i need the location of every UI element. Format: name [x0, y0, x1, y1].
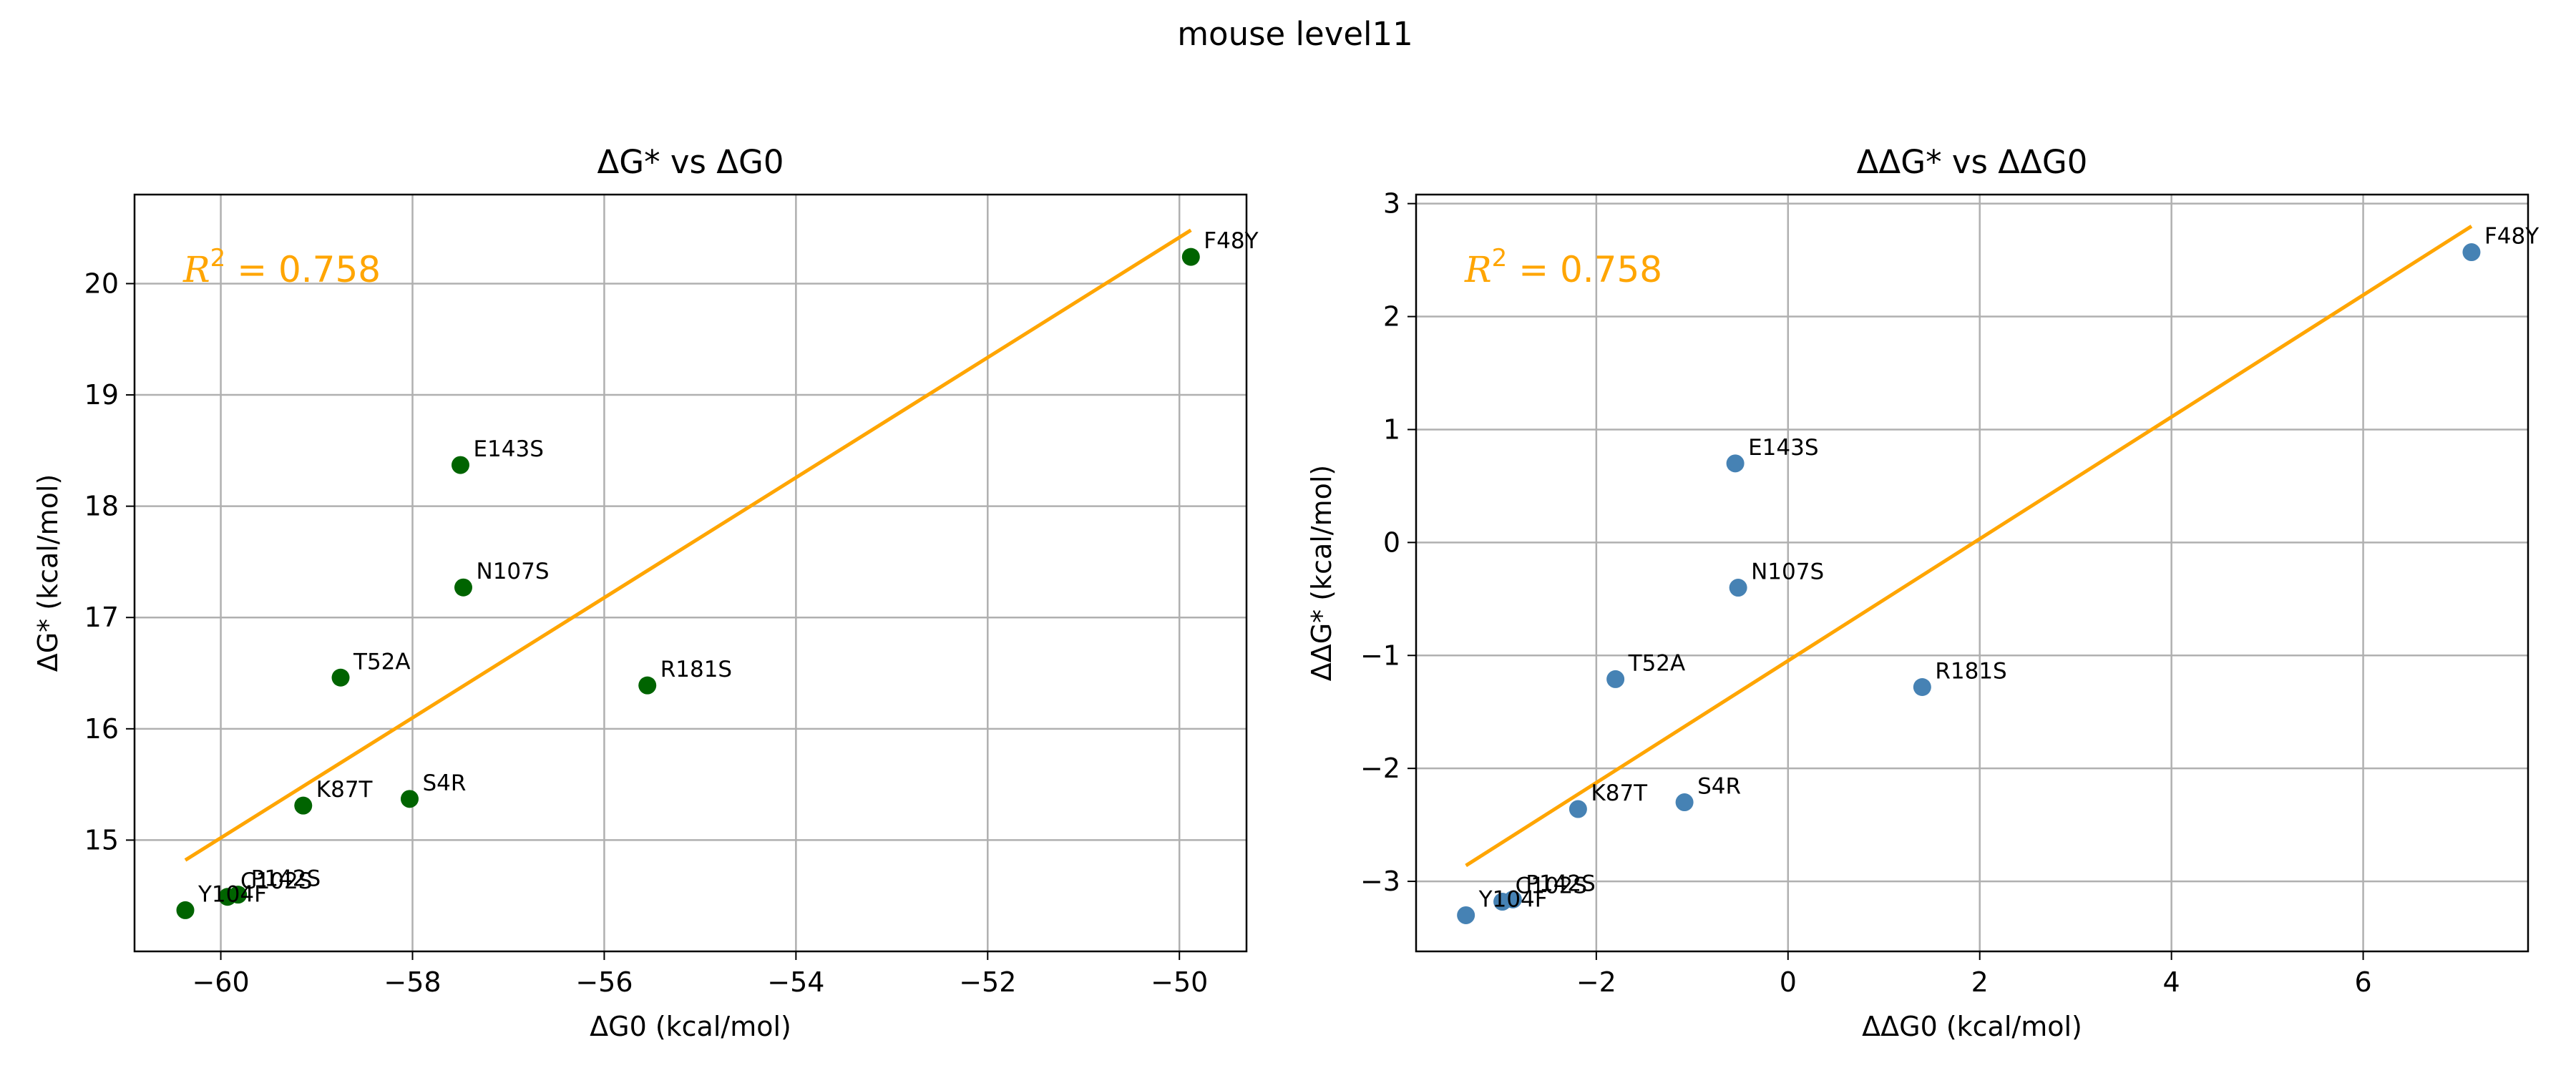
x-tick-label: −60 — [192, 966, 249, 998]
point-label: T52A — [1628, 650, 1686, 676]
data-point — [1493, 893, 1512, 911]
x-tick-label: −56 — [575, 966, 633, 998]
point-label: C102S — [240, 868, 313, 894]
x-tick-label: −52 — [959, 966, 1016, 998]
subplot-title: ΔG* vs ΔG0 — [597, 143, 784, 181]
fit-line — [184, 228, 1192, 862]
data-point — [1729, 579, 1747, 597]
x-tick-label: −54 — [767, 966, 824, 998]
x-tick-label: 4 — [2163, 966, 2180, 998]
data-point — [400, 790, 419, 808]
r-power: 2 — [210, 244, 226, 273]
data-point — [1181, 248, 1200, 266]
r-squared-annotation: R2 = 0.758 — [1464, 244, 1662, 290]
y-tick-label: −3 — [1360, 866, 1400, 897]
y-tick-label: 19 — [84, 379, 119, 411]
y-tick-label: 20 — [84, 268, 119, 299]
y-tick-label: 3 — [1383, 188, 1400, 220]
point-label: Y104F — [1478, 886, 1548, 912]
data-point — [176, 901, 195, 919]
data-point — [1568, 800, 1587, 818]
x-axis-label: ΔG0 (kcal/mol) — [590, 1011, 791, 1042]
data-point — [331, 668, 350, 687]
x-tick-label: −50 — [1151, 966, 1208, 998]
data-point — [218, 888, 237, 906]
r-power: 2 — [1492, 244, 1508, 273]
point-label: K87T — [1591, 780, 1648, 806]
point-label: K87T — [316, 777, 374, 803]
r-value: = 0.758 — [225, 249, 381, 290]
y-tick-label: 17 — [84, 602, 119, 633]
point-label: P142S — [251, 866, 321, 892]
y-axis-label: ΔΔG* (kcal/mol) — [1306, 465, 1337, 682]
data-point — [451, 456, 469, 474]
r-symbol: R — [1464, 249, 1492, 290]
point-label: S4R — [1697, 774, 1741, 800]
subplot-title: ΔΔG* vs ΔΔG0 — [1857, 143, 2088, 181]
x-tick-label: 6 — [2354, 966, 2371, 998]
data-point — [294, 796, 313, 815]
point-label: Y104F — [197, 881, 267, 907]
point-label: C102S — [1516, 873, 1588, 899]
x-tick-label: 0 — [1780, 966, 1797, 998]
y-tick-label: 2 — [1383, 301, 1400, 333]
point-label: E143S — [1748, 435, 1818, 461]
x-tick-label: −2 — [1576, 966, 1616, 998]
plot-frame — [1415, 193, 2529, 953]
y-tick-label: 16 — [84, 713, 119, 745]
fit-line — [1465, 225, 2473, 868]
point-label: P142S — [1526, 871, 1596, 896]
x-tick-label: −58 — [384, 966, 441, 998]
y-tick-label: −1 — [1360, 640, 1400, 671]
point-label: F48Y — [2484, 224, 2539, 250]
r-symbol: R — [182, 249, 210, 290]
data-point — [1457, 906, 1475, 924]
data-point — [454, 578, 473, 597]
data-point — [1726, 454, 1745, 473]
point-label: T52A — [353, 649, 411, 675]
point-label: R181S — [660, 657, 732, 682]
point-label: N107S — [1751, 559, 1824, 585]
data-point — [2462, 243, 2481, 262]
figure-suptitle: mouse level11 — [1177, 15, 1413, 53]
point-label: F48Y — [1204, 228, 1258, 254]
data-point — [1606, 670, 1625, 688]
point-label: E143S — [473, 436, 543, 462]
y-tick-label: 18 — [84, 491, 119, 522]
y-axis-label: ΔG* (kcal/mol) — [32, 474, 64, 672]
y-tick-label: −2 — [1360, 753, 1400, 784]
y-tick-label: 1 — [1383, 413, 1400, 445]
subplot-2: −2 0 2 4 6 −3 −2 −1 0 1 2 3 F48Y E143S N107S T52A R181S K… — [1306, 143, 2539, 1042]
x-tick-label: 2 — [1971, 966, 1989, 998]
point-label: S4R — [422, 770, 466, 796]
x-axis-label: ΔΔG0 (kcal/mol) — [1862, 1011, 2082, 1042]
plot-frame — [133, 193, 1248, 953]
data-point — [638, 676, 657, 695]
point-label: N107S — [477, 559, 550, 584]
data-point — [1675, 793, 1694, 812]
r-value: = 0.758 — [1507, 249, 1662, 290]
y-tick-label: 15 — [84, 824, 119, 856]
data-point — [1913, 677, 1931, 696]
subplot-1: −60 −58 −56 −54 −52 −50 15 16 17 18 19 20 F48Y E143S N… — [32, 143, 1259, 1042]
point-label: R181S — [1935, 658, 2006, 684]
r-squared-annotation: R2 = 0.758 — [182, 244, 381, 290]
y-tick-label: 0 — [1383, 526, 1400, 558]
